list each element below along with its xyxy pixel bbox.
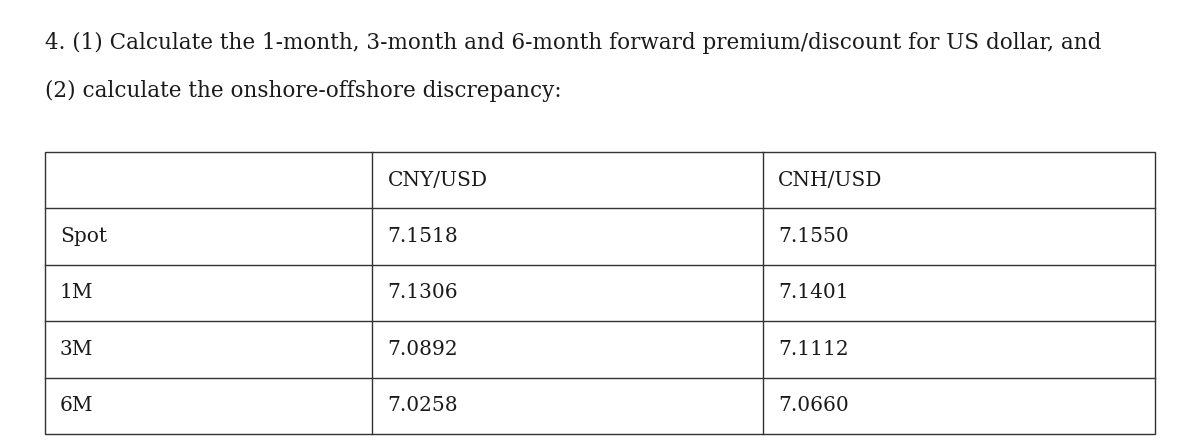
Text: 7.1306: 7.1306 bbox=[388, 283, 458, 302]
Text: 3M: 3M bbox=[60, 340, 94, 359]
Text: 7.0660: 7.0660 bbox=[778, 396, 848, 415]
Text: 7.1518: 7.1518 bbox=[388, 227, 458, 246]
Text: CNY/USD: CNY/USD bbox=[388, 171, 487, 190]
Text: Spot: Spot bbox=[60, 227, 107, 246]
Text: 7.1112: 7.1112 bbox=[778, 340, 848, 359]
Text: 4. (1) Calculate the 1-month, 3-month and 6-month forward premium/discount for U: 4. (1) Calculate the 1-month, 3-month an… bbox=[46, 32, 1102, 54]
Text: 7.0892: 7.0892 bbox=[388, 340, 458, 359]
Text: CNH/USD: CNH/USD bbox=[778, 171, 882, 190]
Text: 1M: 1M bbox=[60, 283, 94, 302]
Text: 7.1401: 7.1401 bbox=[778, 283, 848, 302]
Text: 7.1550: 7.1550 bbox=[778, 227, 848, 246]
Text: 6M: 6M bbox=[60, 396, 94, 415]
Text: (2) calculate the onshore-offshore discrepancy:: (2) calculate the onshore-offshore discr… bbox=[46, 80, 562, 102]
Text: 7.0258: 7.0258 bbox=[388, 396, 458, 415]
